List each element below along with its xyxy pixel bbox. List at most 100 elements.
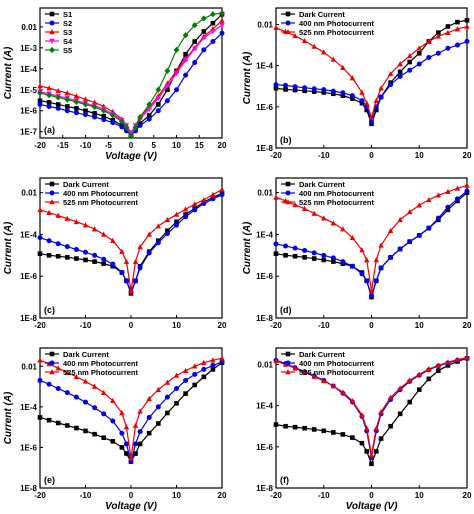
- x-tick-label: 0: [369, 491, 374, 500]
- data-point: [73, 246, 79, 252]
- y-tick-label: 1E-6: [256, 103, 273, 112]
- data-point: [340, 259, 346, 265]
- data-point: [349, 93, 355, 99]
- x-tick-label: -20: [34, 321, 46, 330]
- data-point: [73, 394, 79, 400]
- y-tick-label: 0.01: [21, 189, 37, 198]
- data-point: [397, 69, 403, 75]
- x-tick-label: -20: [34, 491, 46, 500]
- data-point: [311, 427, 317, 432]
- data-point: [364, 107, 370, 113]
- data-point: [311, 89, 317, 94]
- data-point: [146, 116, 152, 122]
- data-point: [373, 278, 379, 284]
- x-tick-label: -10: [318, 151, 330, 160]
- series-group: [37, 186, 225, 296]
- data-point: [364, 425, 370, 431]
- legend-marker: [49, 199, 55, 205]
- legend-entry: Dark Current: [63, 180, 109, 189]
- data-point: [340, 90, 346, 96]
- data-point: [156, 421, 161, 426]
- data-point: [445, 29, 451, 35]
- data-point: [46, 100, 52, 105]
- data-point: [464, 23, 470, 29]
- data-point: [119, 410, 125, 416]
- data-point: [350, 96, 355, 101]
- data-point: [454, 356, 461, 363]
- data-point: [137, 408, 143, 414]
- data-point: [464, 182, 470, 188]
- data-point: [37, 98, 43, 104]
- data-point: [368, 452, 375, 458]
- data-point: [133, 278, 139, 284]
- data-point: [37, 377, 43, 383]
- data-point: [165, 87, 170, 93]
- data-point: [55, 420, 61, 426]
- data-point: [373, 425, 379, 431]
- data-point: [128, 455, 134, 461]
- legend-marker: [285, 199, 291, 205]
- data-point: [359, 440, 365, 446]
- data-point: [407, 377, 413, 383]
- data-point: [454, 42, 460, 48]
- x-tick-label: -10: [318, 321, 330, 330]
- data-point: [378, 408, 384, 415]
- y-tick-label: 1E-8: [20, 484, 37, 493]
- x-tick-label: 10: [415, 321, 424, 330]
- data-point: [210, 357, 216, 363]
- data-point: [373, 449, 379, 454]
- x-tick-label: -10: [80, 141, 92, 150]
- series-line: [39, 362, 223, 463]
- data-point: [445, 204, 451, 210]
- data-point: [292, 424, 298, 430]
- legend-marker: [49, 190, 55, 196]
- data-point: [311, 210, 317, 216]
- legend-entry: 400 nm Photocurrent: [299, 359, 375, 368]
- x-tick-label: -15: [57, 141, 69, 150]
- data-point: [210, 191, 216, 197]
- data-point: [64, 108, 70, 114]
- y-tick-label: 1E-8: [256, 484, 273, 493]
- data-point: [123, 124, 130, 131]
- data-point: [219, 186, 225, 192]
- data-point: [119, 248, 125, 254]
- data-point: [369, 121, 374, 127]
- data-point: [128, 133, 134, 140]
- data-point: [155, 86, 162, 93]
- data-point: [464, 38, 470, 44]
- y-tick-label: 1E-4: [20, 65, 37, 74]
- data-point: [445, 207, 451, 213]
- data-point: [46, 85, 52, 91]
- data-point: [37, 101, 43, 107]
- data-point: [321, 428, 327, 434]
- data-point: [435, 33, 442, 39]
- data-point: [283, 82, 289, 88]
- data-point: [397, 216, 403, 223]
- x-axis-label: Voltage (V): [105, 151, 158, 162]
- data-point: [192, 39, 197, 44]
- data-point: [73, 93, 80, 99]
- data-point: [340, 93, 346, 98]
- data-point: [73, 110, 79, 116]
- data-point: [454, 26, 461, 32]
- data-point: [110, 237, 116, 244]
- data-point: [132, 258, 139, 264]
- data-point: [364, 278, 370, 284]
- data-point: [311, 86, 317, 92]
- y-tick-label: 1E-6: [20, 272, 37, 281]
- data-point: [101, 231, 107, 237]
- data-point: [164, 83, 171, 89]
- data-point: [110, 439, 116, 444]
- y-axis-label: Current (A): [242, 221, 253, 274]
- data-point: [368, 287, 375, 294]
- data-point: [101, 389, 107, 395]
- panel-label: (a): [44, 125, 55, 135]
- data-point: [137, 441, 143, 447]
- legend-entry: S3: [63, 28, 72, 37]
- data-point: [137, 113, 143, 121]
- x-tick-label: 0: [369, 321, 374, 330]
- y-tick-label: 1E-4: [256, 402, 273, 411]
- data-point: [132, 422, 139, 428]
